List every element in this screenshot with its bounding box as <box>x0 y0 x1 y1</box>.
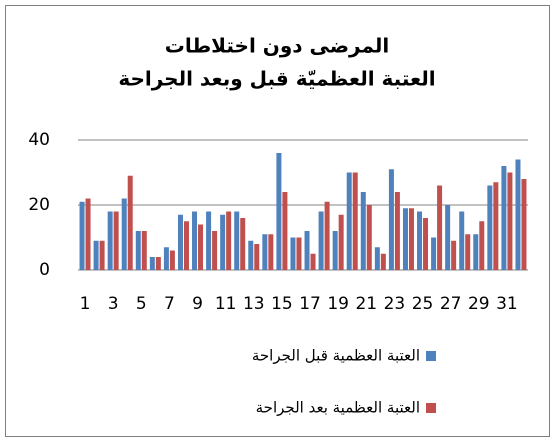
bar <box>262 234 268 270</box>
legend-swatch <box>426 351 436 361</box>
bar <box>155 257 161 270</box>
bar <box>149 257 155 270</box>
bar <box>431 237 437 270</box>
bar <box>183 221 189 270</box>
bar <box>445 205 451 270</box>
x-tick-label: 9 <box>192 294 203 314</box>
bar <box>296 237 302 270</box>
chart-title: العتبة العظميّة قبل وبعد الجراحة <box>118 67 435 91</box>
x-tick-label: 7 <box>164 294 175 314</box>
bar <box>493 182 499 270</box>
y-tick-label: 40 <box>28 130 50 150</box>
x-tick-label: 23 <box>384 294 406 314</box>
bar <box>417 211 423 270</box>
bar <box>318 211 324 270</box>
bar <box>79 201 85 270</box>
bar <box>206 211 212 270</box>
bar <box>521 179 527 270</box>
bar <box>198 224 204 270</box>
chart-title: المرضى دون اختلاطات <box>165 34 390 58</box>
x-tick-label: 25 <box>412 294 434 314</box>
legend-label: العتبة العظمية بعد الجراحة <box>256 399 420 417</box>
bar <box>374 247 380 270</box>
bar <box>169 250 175 270</box>
bar <box>451 240 457 270</box>
x-tick-label: 27 <box>440 294 462 314</box>
bar <box>240 218 246 270</box>
bar <box>437 185 443 270</box>
bar <box>135 231 141 270</box>
bar <box>388 169 394 270</box>
bar <box>304 231 310 270</box>
x-tick-label: 21 <box>355 294 377 314</box>
bar <box>501 166 507 270</box>
bar <box>113 211 119 270</box>
bar <box>127 175 133 270</box>
x-tick-label: 15 <box>271 294 293 314</box>
x-tick-label: 5 <box>136 294 147 314</box>
bar <box>380 253 386 270</box>
bar <box>332 231 338 270</box>
bar <box>248 240 254 270</box>
y-tick-label: 20 <box>28 195 50 215</box>
bar <box>226 211 232 270</box>
bar <box>282 192 288 270</box>
bar <box>479 221 485 270</box>
bar <box>192 211 198 270</box>
bar <box>324 201 330 270</box>
bar <box>163 247 169 270</box>
bar <box>177 214 183 270</box>
x-tick-label: 3 <box>108 294 119 314</box>
bar <box>507 172 513 270</box>
x-tick-label: 1 <box>80 294 91 314</box>
x-tick-label: 17 <box>299 294 321 314</box>
bar <box>107 211 113 270</box>
bar <box>276 153 282 270</box>
bar <box>366 205 372 270</box>
x-tick-label: 13 <box>243 294 265 314</box>
bar <box>254 244 260 270</box>
bar <box>234 211 240 270</box>
bar <box>394 192 400 270</box>
bar <box>93 240 99 270</box>
bar <box>310 253 316 270</box>
bar <box>268 234 274 270</box>
bar <box>352 172 358 270</box>
bar <box>487 185 493 270</box>
x-tick-label: 31 <box>496 294 518 314</box>
bar <box>459 211 465 270</box>
x-tick-label: 29 <box>468 294 490 314</box>
bar <box>402 208 408 270</box>
bar <box>220 214 226 270</box>
bar <box>515 159 521 270</box>
bar <box>346 172 352 270</box>
bar <box>290 237 296 270</box>
legend-swatch <box>426 403 436 413</box>
bar <box>465 234 471 270</box>
bar <box>408 208 414 270</box>
bar <box>423 218 429 270</box>
legend-label: العتبة العظمية قبل الجراحة <box>252 347 420 365</box>
x-tick-label: 19 <box>327 294 349 314</box>
bar <box>121 198 127 270</box>
bar <box>338 214 344 270</box>
bar <box>99 240 105 270</box>
bar <box>85 198 91 270</box>
bar <box>360 192 366 270</box>
bar <box>141 231 147 270</box>
y-tick-label: 0 <box>39 260 50 280</box>
bar <box>473 234 479 270</box>
x-tick-label: 11 <box>215 294 237 314</box>
bar <box>212 231 218 270</box>
